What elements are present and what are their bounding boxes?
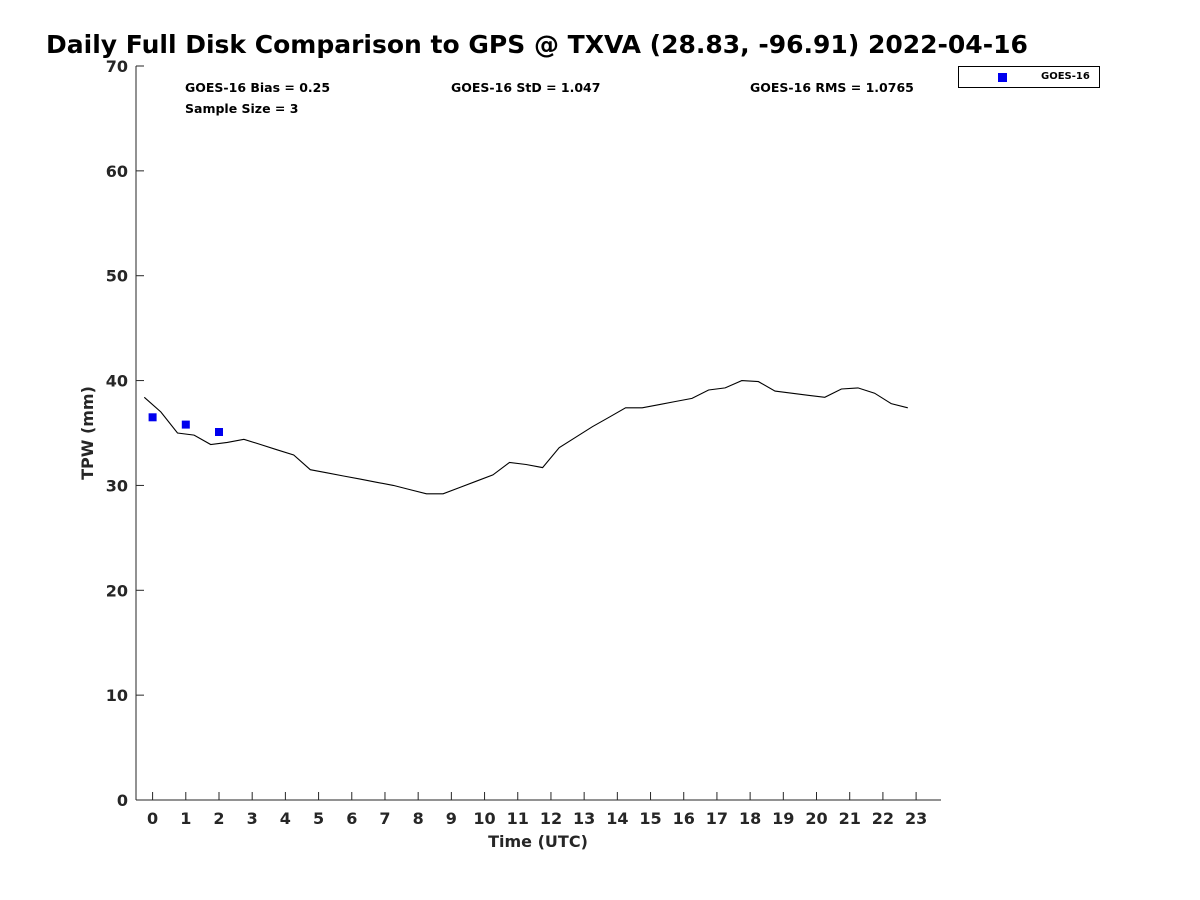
x-tick-label: 11 xyxy=(507,809,529,828)
bias-stat: GOES-16 Bias = 0.25 xyxy=(185,80,331,95)
legend: GOES-16 xyxy=(958,66,1100,88)
x-tick-label: 7 xyxy=(379,809,390,828)
x-tick-label: 3 xyxy=(247,809,258,828)
x-tick-label: 12 xyxy=(540,809,562,828)
x-tick-label: 13 xyxy=(573,809,595,828)
rms-stat: GOES-16 RMS = 1.0765 xyxy=(750,80,914,95)
std-stat: GOES-16 StD = 1.047 xyxy=(451,80,601,95)
legend-marker-goes16 xyxy=(998,73,1007,82)
y-tick-label: 0 xyxy=(117,791,128,810)
x-tick-label: 20 xyxy=(805,809,827,828)
x-tick-label: 10 xyxy=(473,809,495,828)
gps-tpw-line xyxy=(143,380,908,495)
x-tick-label: 21 xyxy=(839,809,861,828)
legend-label-goes16: GOES-16 xyxy=(1041,71,1090,82)
x-tick-label: 2 xyxy=(213,809,224,828)
y-tick-label: 40 xyxy=(106,372,128,391)
x-tick-label: 4 xyxy=(280,809,291,828)
goes16-point xyxy=(215,428,223,436)
y-tick-label: 30 xyxy=(106,476,128,495)
y-tick-label: 70 xyxy=(106,57,128,76)
x-tick-label: 1 xyxy=(180,809,191,828)
y-tick-label: 60 xyxy=(106,162,128,181)
x-tick-label: 16 xyxy=(673,809,695,828)
x-tick-label: 22 xyxy=(872,809,894,828)
x-axis-label: Time (UTC) xyxy=(488,832,588,851)
y-tick-label: 10 xyxy=(106,686,128,705)
y-tick-label: 20 xyxy=(106,581,128,600)
x-tick-label: 17 xyxy=(706,809,728,828)
x-tick-label: 9 xyxy=(446,809,457,828)
goes16-point xyxy=(181,420,190,429)
goes16-point xyxy=(148,413,157,422)
x-tick-label: 18 xyxy=(739,809,761,828)
x-tick-label: 8 xyxy=(413,809,424,828)
x-tick-label: 0 xyxy=(147,809,158,828)
series-layer xyxy=(143,380,908,495)
y-axis-label: TPW (mm) xyxy=(78,386,97,480)
x-tick-label: 6 xyxy=(346,809,357,828)
sample-size-stat: Sample Size = 3 xyxy=(185,101,299,116)
x-tick-label: 23 xyxy=(905,809,927,828)
x-tick-label: 14 xyxy=(606,809,628,828)
x-tick-label: 19 xyxy=(772,809,794,828)
y-tick-label: 50 xyxy=(106,267,128,286)
x-tick-label: 5 xyxy=(313,809,324,828)
chart-title: Daily Full Disk Comparison to GPS @ TXVA… xyxy=(46,30,1028,59)
axes xyxy=(135,66,941,801)
x-tick-label: 15 xyxy=(639,809,661,828)
